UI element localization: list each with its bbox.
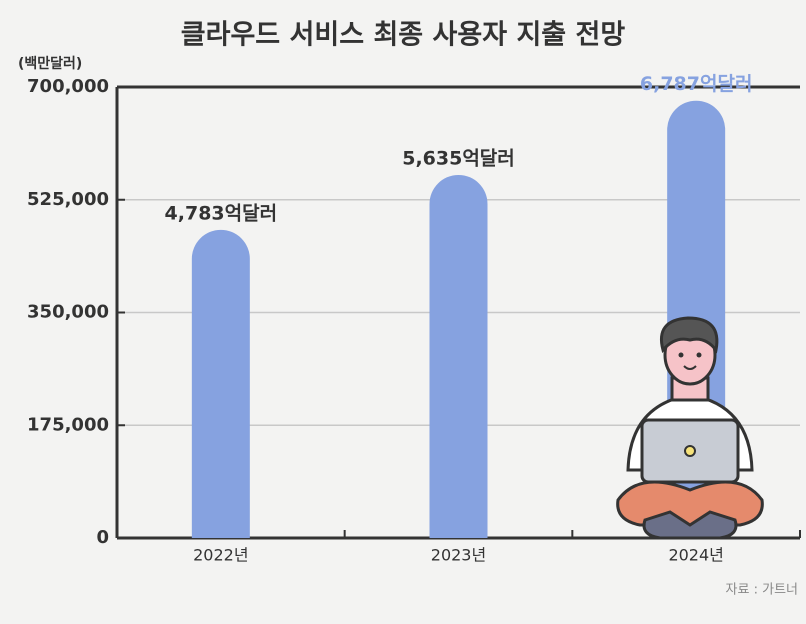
y-tick-label: 700,000 bbox=[27, 76, 109, 97]
y-tick-label: 525,000 bbox=[27, 189, 109, 210]
bar bbox=[429, 174, 488, 538]
x-tick-label: 2022년 bbox=[193, 546, 248, 565]
hair bbox=[660, 316, 719, 354]
y-tick-label: 175,000 bbox=[27, 414, 109, 435]
value-label: 4,783억달러 bbox=[165, 202, 278, 224]
bar bbox=[191, 229, 250, 538]
x-tick-label: 2023년 bbox=[431, 546, 486, 565]
chart-title: 클라우드 서비스 최종 사용자 지출 전망 bbox=[181, 20, 626, 51]
y-tick-label: 350,000 bbox=[27, 302, 109, 323]
eye bbox=[696, 352, 702, 358]
x-tick-label: 2024년 bbox=[668, 546, 723, 565]
value-label: 6,787억달러 bbox=[640, 73, 753, 95]
y-axis-unit: (백만달러) bbox=[18, 56, 82, 72]
laptop-logo bbox=[684, 445, 696, 457]
y-tick-label: 0 bbox=[96, 527, 109, 548]
value-label: 5,635억달러 bbox=[402, 147, 515, 169]
legs bbox=[616, 480, 764, 527]
eye bbox=[678, 352, 684, 358]
feet bbox=[642, 510, 738, 540]
person-illustration bbox=[616, 316, 764, 540]
mouth bbox=[683, 365, 697, 370]
source: 자료 : 가트너 bbox=[726, 583, 798, 598]
